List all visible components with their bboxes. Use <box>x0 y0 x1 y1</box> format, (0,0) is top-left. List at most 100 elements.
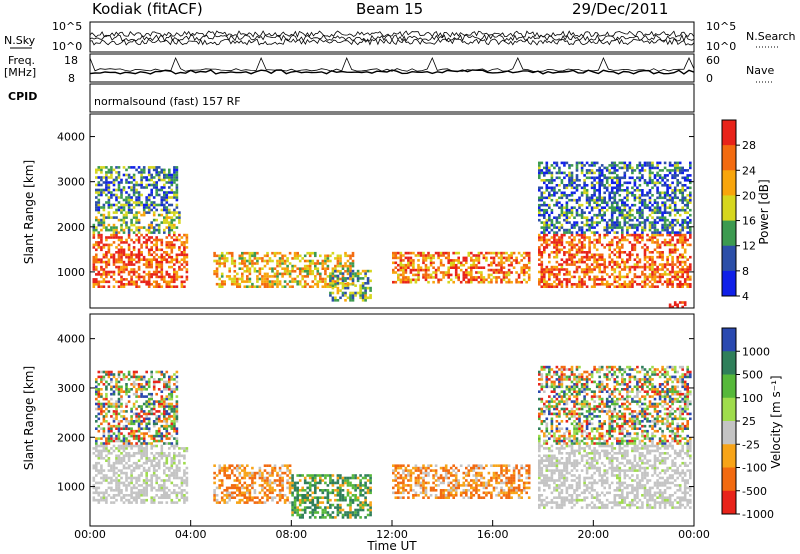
heatmap-cell <box>180 263 184 266</box>
heatmap-cell <box>613 181 617 185</box>
heatmap-cell <box>402 259 405 262</box>
heatmap-cell <box>168 383 171 386</box>
heatmap-cell <box>661 265 664 269</box>
heatmap-cell <box>150 407 153 411</box>
heatmap-cell <box>120 491 123 495</box>
heatmap-cell <box>115 434 118 438</box>
heatmap-cell <box>100 454 103 458</box>
heatmap-cell <box>590 263 594 266</box>
heatmap-cell <box>163 491 166 495</box>
heatmap-cell <box>135 228 138 232</box>
heatmap-cell <box>538 278 541 281</box>
heatmap-cell <box>666 231 669 234</box>
heatmap-cell <box>626 275 629 279</box>
heatmap-cell <box>278 489 282 492</box>
heatmap-cell <box>165 246 169 249</box>
heatmap-cell <box>558 216 561 219</box>
heatmap-cell <box>150 392 153 396</box>
heatmap-cell <box>678 228 682 232</box>
heatmap-cell <box>266 282 269 286</box>
heatmap-cell <box>590 181 594 185</box>
heatmap-cell <box>487 251 491 255</box>
heatmap-cell <box>168 280 171 284</box>
heatmap-cell <box>565 186 569 190</box>
heatmap-cell <box>117 486 121 490</box>
heatmap-cell <box>673 171 677 175</box>
heatmap-cell <box>651 223 654 227</box>
heatmap-cell <box>132 434 136 438</box>
heatmap-cell <box>107 270 111 274</box>
heatmap-cell <box>150 248 153 252</box>
heatmap-cell <box>218 471 221 475</box>
heatmap-cell <box>120 285 123 288</box>
heatmap-cell <box>651 263 654 266</box>
heatmap-cell <box>140 454 143 458</box>
heatmap-cell <box>565 258 569 261</box>
heatmap-cell <box>273 251 277 255</box>
heatmap-cell <box>538 283 541 286</box>
heatmap-cell <box>125 444 128 448</box>
heatmap-cell <box>178 275 181 279</box>
heatmap-cell <box>676 218 679 222</box>
heatmap-cell <box>585 255 589 259</box>
heatmap-cell <box>92 464 96 467</box>
heatmap-cell <box>215 474 219 477</box>
heatmap-cell <box>449 278 453 282</box>
heatmap-cell <box>142 270 146 274</box>
heatmap-cell <box>626 198 629 202</box>
heatmap-cell <box>107 452 111 455</box>
heatmap-cell <box>588 248 591 252</box>
heatmap-cell <box>636 218 639 222</box>
heatmap-cell <box>676 278 679 281</box>
heatmap-cell <box>105 265 108 269</box>
heatmap-cell <box>120 370 123 374</box>
heatmap-cell <box>132 373 136 376</box>
heatmap-cell <box>246 489 249 492</box>
heatmap-cell <box>417 251 420 255</box>
heatmap-cell <box>145 442 148 445</box>
nsky-tick-bottom: 10^0 <box>52 40 82 53</box>
heatmap-cell <box>268 481 272 485</box>
heatmap-cell <box>135 466 138 470</box>
heatmap-cell <box>107 427 111 430</box>
heatmap-cell <box>165 226 169 229</box>
heatmap-cell <box>130 186 133 189</box>
heatmap-cell <box>120 206 123 209</box>
heatmap-cell <box>165 417 169 421</box>
heatmap-cell <box>560 238 564 242</box>
heatmap-cell <box>683 260 687 264</box>
heatmap-cell <box>432 266 435 269</box>
heatmap-cell <box>668 164 672 167</box>
heatmap-cell <box>605 181 609 185</box>
heatmap-cell <box>241 267 244 270</box>
heatmap-cell <box>447 273 450 277</box>
heatmap-cell <box>278 282 282 286</box>
heatmap-cell <box>560 263 564 266</box>
heatmap-cell <box>157 193 161 197</box>
heatmap-cell <box>95 481 98 485</box>
heatmap-cell <box>178 486 181 490</box>
heatmap-cell <box>628 268 632 271</box>
heatmap-cell <box>95 278 98 281</box>
heatmap-cell <box>658 255 662 259</box>
heatmap-cell <box>598 278 601 281</box>
heatmap-cell <box>575 221 579 224</box>
heatmap-cell <box>117 208 121 212</box>
heatmap-cell <box>157 420 161 423</box>
heatmap-cell <box>273 275 277 278</box>
heatmap-cell <box>122 283 126 286</box>
heatmap-cell <box>578 206 581 209</box>
heatmap-cell <box>152 434 156 438</box>
heatmap-cell <box>160 449 164 453</box>
heatmap-cell <box>480 276 483 279</box>
heatmap-cell <box>175 258 179 261</box>
heatmap-cell <box>110 447 113 450</box>
heatmap-cell <box>173 191 176 194</box>
heatmap-cell <box>137 388 141 391</box>
heatmap-cell <box>548 216 551 219</box>
heatmap-cell <box>97 481 101 485</box>
heatmap-cell <box>135 481 138 485</box>
heatmap-cell <box>590 208 594 212</box>
heatmap-cell <box>482 276 486 279</box>
heatmap-cell <box>573 238 576 242</box>
